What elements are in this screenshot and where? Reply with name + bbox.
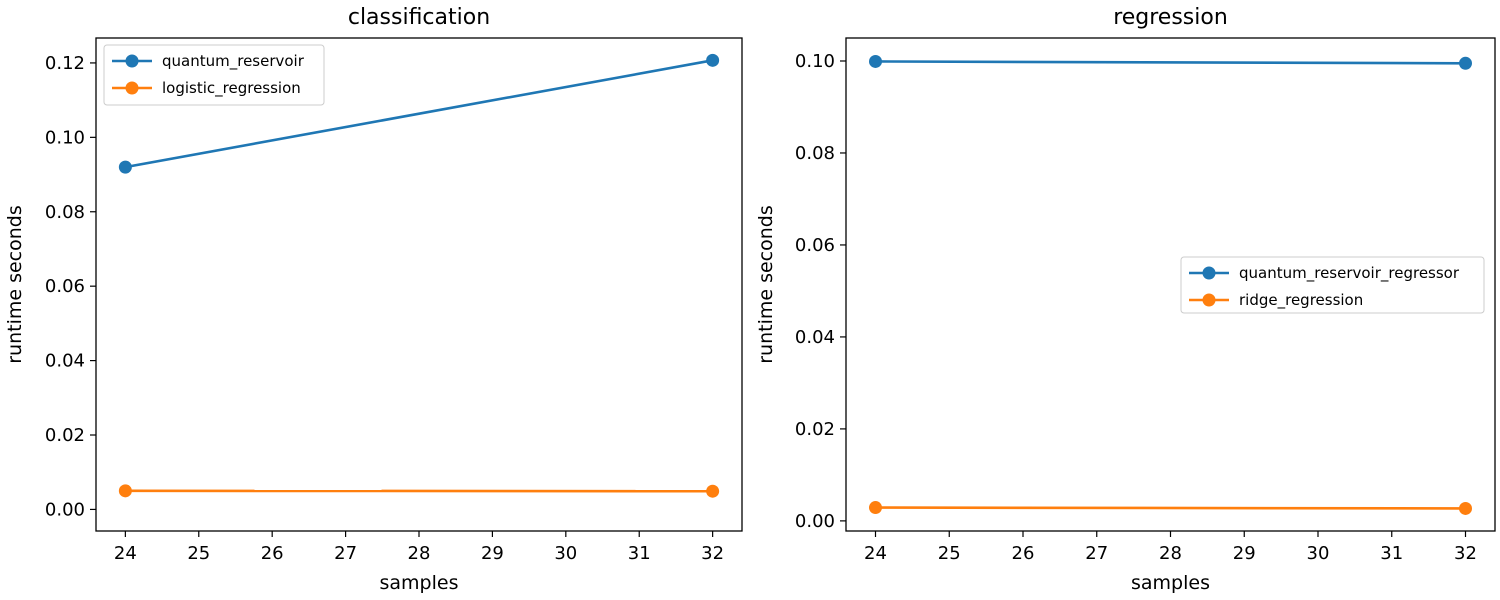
legend-marker-logistic_regression [125, 81, 139, 95]
y-tick-label: 0.02 [795, 419, 835, 440]
y-tick-label: 0.04 [795, 327, 835, 348]
legend-marker-quantum_reservoir [125, 54, 139, 68]
series-line-quantum_reservoir [125, 59, 713, 169]
y-tick-label: 0.08 [45, 202, 85, 223]
x-tick-label: 27 [1085, 543, 1108, 564]
x-tick-label: 27 [334, 543, 357, 564]
x-tick-label: 25 [938, 543, 961, 564]
x-tick-label: 26 [1012, 543, 1035, 564]
x-tick-label: 25 [187, 543, 210, 564]
chart-title: classification [348, 5, 490, 30]
series-line-quantum_reservoir_regressor [875, 60, 1466, 65]
legend-box [1180, 256, 1485, 314]
legend: quantum_reservoir_regressor ridge_regress… [1180, 256, 1485, 314]
x-tick-label: 31 [628, 543, 651, 564]
legend-marker-quantum_reservoir_regressor [1202, 266, 1216, 280]
y-tick-label: 0.10 [45, 127, 85, 148]
y-tick-label: 0.04 [45, 351, 85, 372]
legend: quantum_reservoir logistic_regression [103, 44, 325, 106]
plot-frame [845, 37, 1496, 532]
y-tick-label: 0.12 [45, 53, 85, 74]
data-point-logistic_regression [706, 484, 720, 498]
y-tick-label: 0.08 [795, 143, 835, 164]
data-point-logistic_regression [118, 484, 132, 498]
legend-label: quantum_reservoir [162, 52, 305, 71]
x-axis-label: samples [380, 572, 459, 594]
x-axis-label: samples [1131, 572, 1210, 594]
y-axis-label: runtime seconds [755, 205, 777, 364]
x-tick-label: 28 [1159, 543, 1182, 564]
x-tick-label: 28 [408, 543, 431, 564]
y-tick-label: 0.00 [45, 499, 85, 520]
x-tick-label: 30 [554, 543, 577, 564]
data-point-quantum_reservoir [706, 53, 720, 67]
legend-label: quantum_reservoir_regressor [1239, 264, 1460, 283]
x-tick-label: 29 [1233, 543, 1256, 564]
data-point-ridge_regression [869, 501, 882, 515]
y-tick-label: 0.00 [795, 511, 835, 532]
y-tick-label: 0.06 [45, 276, 85, 297]
x-tick-label: 26 [261, 543, 284, 564]
data-point-ridge_regression [1459, 501, 1472, 515]
x-tick-label: 31 [1380, 543, 1403, 564]
legend-label: logistic_regression [162, 79, 301, 98]
legend-box [103, 44, 325, 106]
x-tick-label: 29 [481, 543, 504, 564]
chart-title: regression [1113, 5, 1228, 30]
x-tick-label: 24 [864, 543, 887, 564]
y-tick-label: 0.02 [45, 425, 85, 446]
legend-label: ridge_regression [1239, 291, 1363, 310]
plot-frame [95, 37, 743, 532]
data-point-quantum_reservoir_regressor [1459, 56, 1472, 70]
series-line-ridge_regression [875, 506, 1466, 510]
chart-panel-regression: regression 24 25 26 27 28 29 30 31 32 0.00 0.02 0.04… [755, 5, 1496, 594]
y-tick-label: 0.06 [795, 235, 835, 256]
chart-panel-classification: classification 24 25 26 27 28 29 30 31 32 0.00 0.02… [4, 5, 743, 594]
x-tick-label: 30 [1307, 543, 1330, 564]
y-axis-label: runtime seconds [4, 205, 26, 364]
data-point-quantum_reservoir_regressor [869, 54, 882, 68]
x-tick-label: 32 [1454, 543, 1477, 564]
data-point-quantum_reservoir [118, 160, 132, 174]
y-tick-label: 0.10 [795, 51, 835, 72]
x-tick-label: 24 [114, 543, 137, 564]
legend-marker-ridge_regression [1202, 293, 1216, 307]
x-tick-label: 32 [701, 543, 724, 564]
